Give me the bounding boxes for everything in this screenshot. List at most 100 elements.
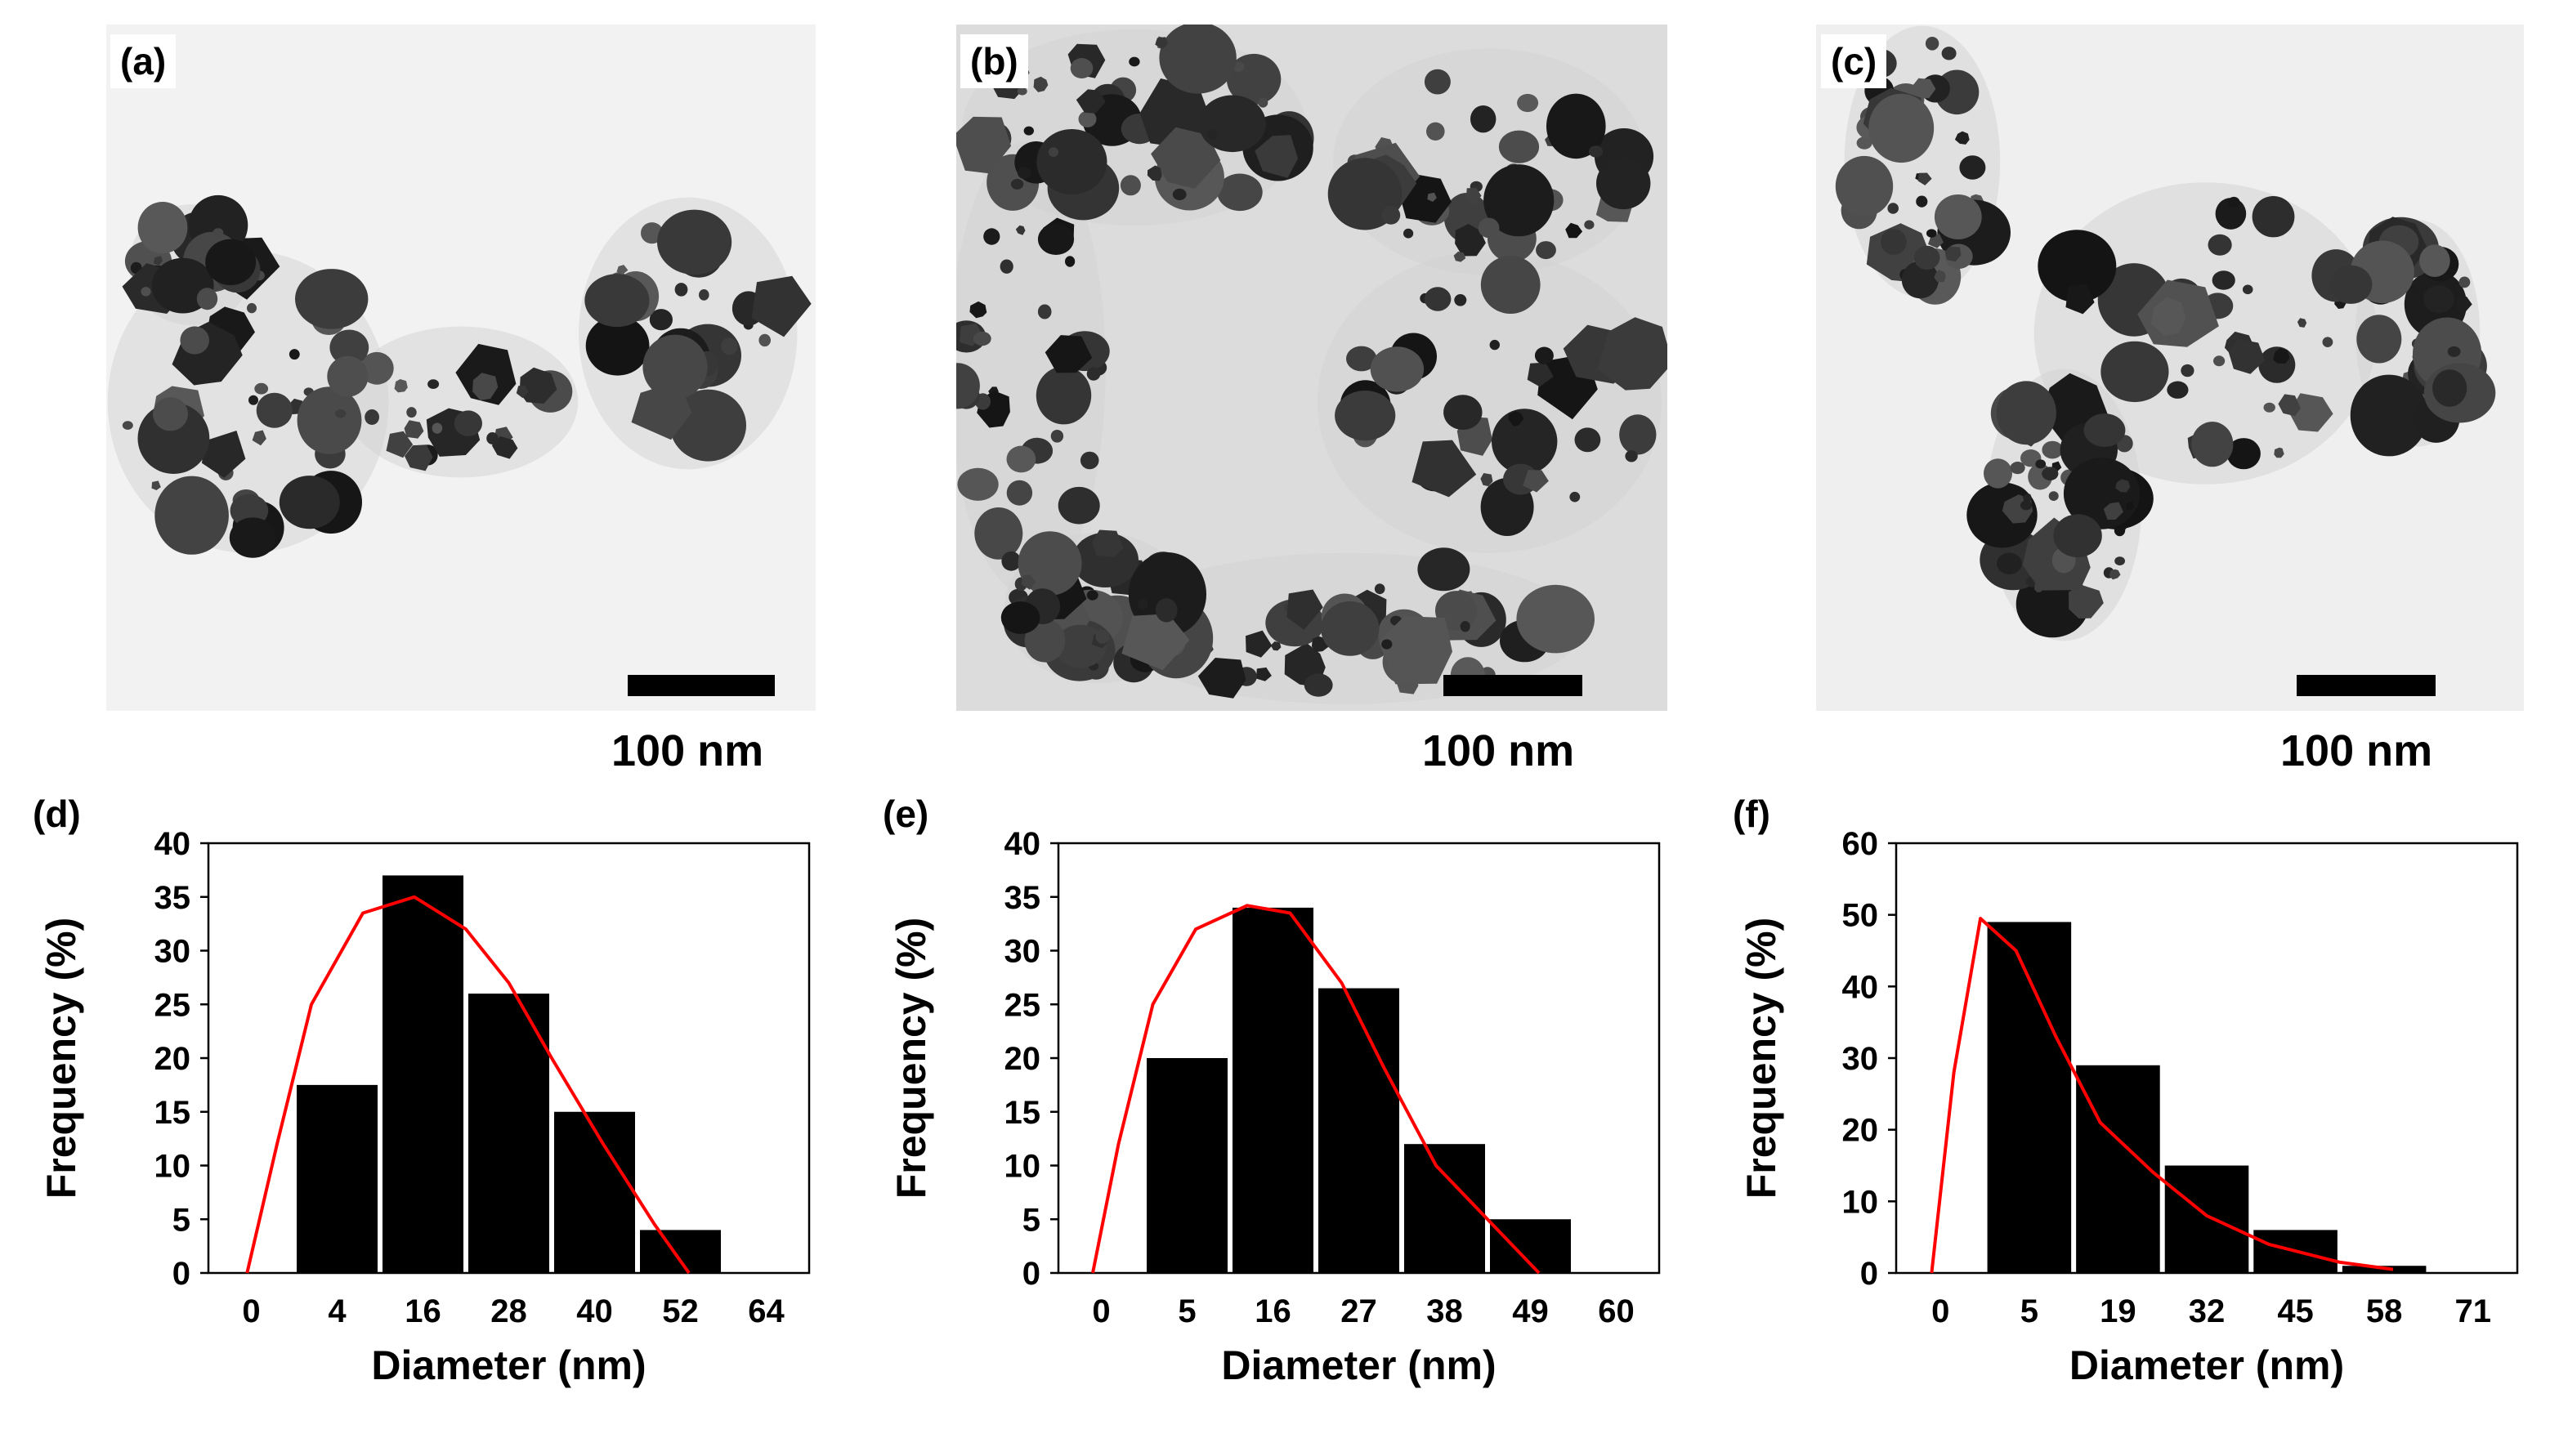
nanoparticle — [1037, 304, 1052, 319]
nanoparticle — [1024, 619, 1066, 663]
nanoparticle — [2109, 569, 2121, 580]
y-tick-label: 30 — [1842, 1041, 1879, 1077]
nanoparticle — [1006, 480, 1033, 506]
nanoparticle — [2350, 374, 2428, 457]
histogram-bar — [1233, 907, 1313, 1273]
nanoparticle — [122, 421, 133, 430]
nanoparticle — [360, 351, 394, 385]
nanoparticle — [1453, 251, 1466, 262]
nanoparticle — [699, 289, 709, 301]
nanoparticle — [1054, 624, 1107, 668]
x-tick-label: 0 — [1931, 1293, 1949, 1329]
histogram-svg-e: (e) 0 5 10 15 20 25 30 35 40 0 5 16 27 38 49 60 Diameter … — [883, 793, 1661, 1388]
tem-micrograph-c — [1816, 25, 2524, 711]
nanoparticle — [1470, 105, 1497, 133]
nanoparticle — [758, 333, 771, 347]
nanoparticle — [1460, 621, 1470, 632]
y-tick-label: 20 — [1842, 1113, 1879, 1149]
nanoparticle — [1015, 225, 1026, 235]
nanoparticle — [956, 363, 980, 409]
nanoparticle — [196, 288, 218, 310]
x-tick-label: 40 — [576, 1293, 613, 1329]
nanoparticle — [2228, 338, 2266, 374]
scale-label-b: 100 nm — [1422, 726, 1575, 775]
nanoparticle — [279, 476, 340, 529]
nanoparticle — [432, 422, 443, 434]
nanoparticle — [1523, 470, 1549, 493]
nanoparticle — [1584, 220, 1595, 230]
scale-label-a: 100 nm — [611, 726, 764, 775]
nanoparticle — [1465, 187, 1482, 205]
y-tick-label: 35 — [1004, 880, 1041, 916]
scale-bar-a — [628, 675, 775, 696]
nanoparticle — [2010, 462, 2025, 475]
y-tick-label: 40 — [1004, 826, 1041, 862]
nanoparticle — [1926, 229, 1937, 238]
panel-label: (f) — [1733, 793, 1770, 835]
nanoparticle — [2053, 514, 2102, 558]
nanoparticle — [1080, 451, 1099, 470]
histogram-e: (e) 0 5 10 15 20 25 30 35 40 0 5 16 27 38 49 60 Diameter … — [850, 784, 1700, 1438]
nanoparticle — [1443, 395, 1483, 431]
nanoparticle — [2038, 230, 2117, 303]
nanoparticle — [2100, 341, 2169, 403]
nanoparticle — [295, 269, 369, 329]
nanoparticle — [1092, 529, 1124, 557]
nanoparticle — [1625, 450, 1638, 462]
nanoparticle — [1078, 110, 1097, 127]
nanoparticle — [1270, 641, 1282, 651]
nanoparticle — [1129, 56, 1140, 67]
nanoparticle — [2329, 265, 2373, 304]
nanoparticle — [2228, 196, 2240, 208]
x-tick-label: 45 — [2277, 1293, 2314, 1329]
nanoparticle — [1984, 458, 2012, 489]
nanoparticle — [1856, 136, 1872, 150]
nanoparticle — [1017, 87, 1027, 96]
nanoparticle — [2103, 502, 2123, 520]
y-axis-label: Frequency (%) — [1738, 918, 1784, 1199]
nanoparticle — [1346, 346, 1377, 372]
nanoparticle — [983, 228, 1000, 245]
scale-bar-c — [2297, 675, 2436, 696]
nanoparticle — [974, 507, 1023, 560]
nanoparticle — [1996, 381, 2056, 445]
nanoparticle — [657, 209, 732, 275]
nanoparticle — [2126, 501, 2135, 511]
nanoparticle — [1480, 473, 1493, 487]
nanoparticle — [2458, 276, 2471, 288]
nanoparticle — [2322, 337, 2333, 348]
nanoparticle — [721, 337, 738, 355]
nanoparticle — [1037, 223, 1075, 255]
nanoparticle — [2212, 270, 2235, 290]
x-tick-label: 58 — [2366, 1293, 2403, 1329]
nanoparticle — [1335, 391, 1396, 441]
x-tick-label: 4 — [328, 1293, 347, 1329]
nanoparticle — [1070, 58, 1094, 78]
nanoparticle — [394, 379, 408, 393]
nanoparticle — [454, 410, 482, 436]
nanoparticle — [405, 444, 433, 471]
nanoparticle — [2048, 491, 2059, 501]
nanoparticle — [674, 283, 688, 297]
nanoparticle — [1427, 192, 1437, 202]
nanoparticle — [1424, 69, 1451, 95]
nanoparticle — [1151, 127, 1221, 189]
x-tick-label: 71 — [2454, 1293, 2491, 1329]
panel-label: (e) — [883, 793, 928, 835]
nanoparticle — [1546, 93, 1606, 159]
nanoparticle — [1934, 270, 1946, 283]
nanoparticle — [1478, 217, 1500, 239]
nanoparticle — [2042, 467, 2059, 480]
nanoparticle — [1412, 440, 1477, 498]
nanoparticle — [247, 302, 257, 314]
nanoparticle — [1424, 287, 1452, 311]
nanoparticle — [252, 430, 266, 446]
nanoparticle — [1498, 130, 1540, 163]
tem-micrograph-a — [106, 25, 816, 711]
nanoparticle — [1527, 362, 1554, 387]
nanoparticle — [1000, 259, 1013, 274]
nanoparticle — [137, 202, 188, 254]
nanoparticle — [2213, 355, 2226, 367]
nanoparticle — [1417, 547, 1470, 592]
nanoparticle — [2278, 394, 2301, 417]
